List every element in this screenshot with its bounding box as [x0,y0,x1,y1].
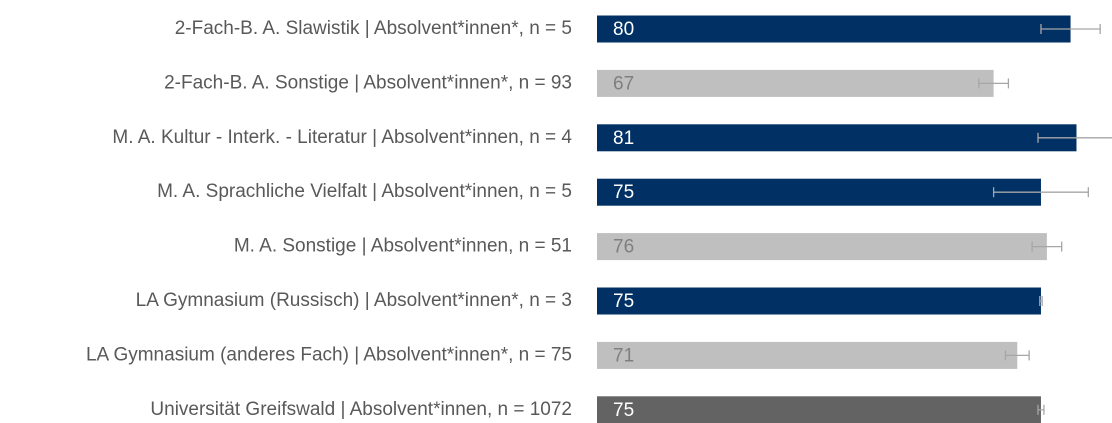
bar [597,396,1041,423]
category-label: M. A. Sonstige | Absolvent*innen, n = 51 [234,236,572,257]
category-label: LA Gymnasium (Russisch) | Absolvent*inne… [136,290,572,311]
category-label: M. A. Sprachliche Vielfalt | Absolvent*i… [157,181,572,202]
value-label: 71 [613,345,634,366]
bar [597,178,1041,206]
bar [597,287,1041,315]
value-label: 76 [613,237,634,258]
category-label: 2-Fach-B. A. Sonstige | Absolvent*innen*… [164,72,572,93]
category-label: M. A. Kultur - Interk. - Literatur | Abs… [112,127,572,148]
value-label: 75 [613,291,634,312]
value-label: 75 [613,182,634,203]
value-label: 75 [613,400,634,421]
category-label: 2-Fach-B. A. Slawistik | Absolvent*innen… [175,18,572,39]
category-label: LA Gymnasium (anderes Fach) | Absolvent*… [86,344,572,365]
value-label: 67 [613,73,634,94]
bar [597,69,994,97]
bar [597,124,1077,152]
bar [597,15,1071,43]
category-label: Universität Greifswald | Absolvent*innen… [150,399,572,420]
bar [597,233,1047,261]
value-label: 81 [613,128,634,149]
bar [597,341,1018,369]
value-label: 80 [613,19,634,40]
